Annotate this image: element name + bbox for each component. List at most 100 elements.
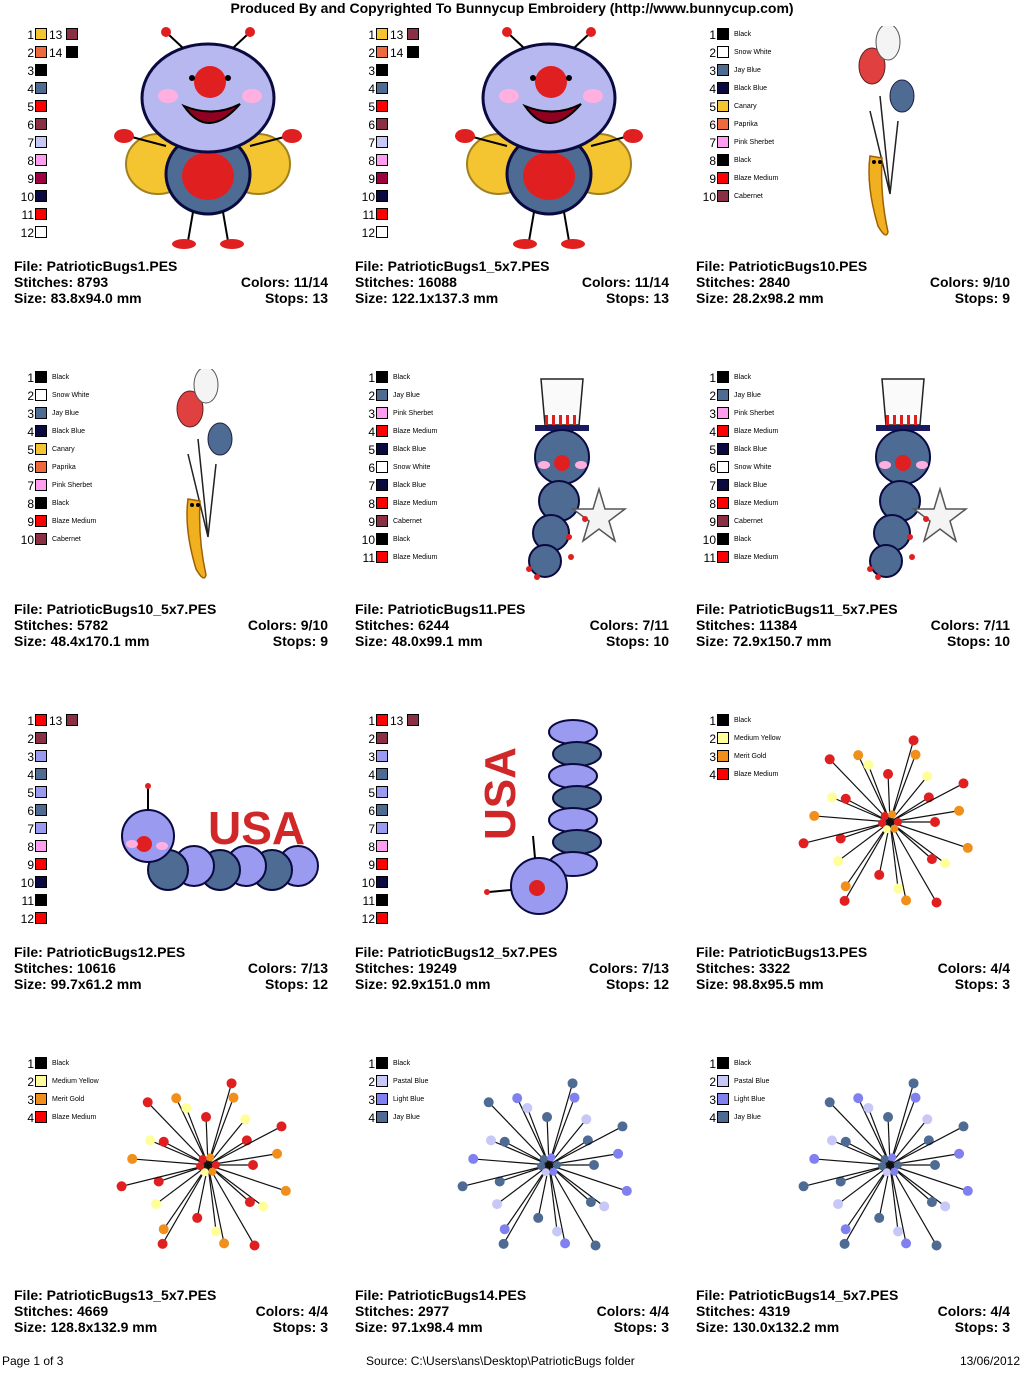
color-number: 4 bbox=[709, 1111, 716, 1125]
color-swatch bbox=[35, 894, 47, 906]
file-name: File: PatrioticBugs10.PES bbox=[696, 258, 868, 274]
color-number: 4 bbox=[27, 768, 34, 782]
stop-count: Stops: 3 bbox=[954, 976, 1010, 992]
color-swatch bbox=[376, 226, 388, 238]
color-swatch bbox=[717, 154, 729, 166]
color-swatch bbox=[376, 479, 388, 491]
color-count: Colors: 4/4 bbox=[255, 1303, 328, 1319]
color-count: Colors: 7/13 bbox=[588, 960, 669, 976]
stitch-count: Stitches: 4669 bbox=[14, 1303, 109, 1319]
info-line: Size: 122.1x137.3 mm Stops: 13 bbox=[355, 290, 669, 306]
color-swatch bbox=[376, 551, 388, 563]
file-name: File: PatrioticBugs13_5x7.PES bbox=[14, 1287, 217, 1303]
color-swatch bbox=[717, 46, 729, 58]
color-name: Jay Blue bbox=[52, 410, 79, 417]
color-swatch bbox=[717, 1111, 729, 1123]
color-swatch bbox=[376, 136, 388, 148]
stitch-count: Stitches: 4319 bbox=[696, 1303, 791, 1319]
color-swatch bbox=[376, 894, 388, 906]
info-line: Stitches: 2840 Colors: 9/10 bbox=[696, 274, 1010, 290]
stitch-count: Stitches: 8793 bbox=[14, 274, 109, 290]
color-swatch bbox=[35, 190, 47, 202]
color-number: 3 bbox=[368, 407, 375, 421]
color-name: Merit Gold bbox=[52, 1096, 85, 1103]
color-swatch bbox=[376, 497, 388, 509]
info-line: Stitches: 4669 Colors: 4/4 bbox=[14, 1303, 328, 1319]
color-number: 7 bbox=[709, 136, 716, 150]
color-name: Black bbox=[393, 374, 411, 381]
color-swatch bbox=[717, 136, 729, 148]
embroidery-preview bbox=[526, 378, 628, 580]
color-count: Colors: 7/11 bbox=[930, 617, 1010, 633]
design-info: File: PatrioticBugs11_5x7.PES Stitches: 1… bbox=[696, 601, 1010, 649]
color-name: Snow White bbox=[52, 392, 90, 399]
design-card: 1 13 2 3 4 5 6 7 8 9 10 11 12 USA File: PatrioticBugs1… bbox=[8, 706, 349, 1049]
color-number: 2 bbox=[368, 389, 375, 403]
color-swatch bbox=[35, 876, 47, 888]
color-number: 3 bbox=[27, 750, 34, 764]
color-number: 10 bbox=[361, 876, 375, 890]
color-number: 11 bbox=[703, 551, 716, 565]
color-number: 14 bbox=[49, 46, 63, 60]
color-number: 1 bbox=[27, 371, 34, 385]
color-swatch bbox=[35, 786, 47, 798]
color-number: 3 bbox=[368, 750, 375, 764]
design-info: File: PatrioticBugs14.PES Stitches: 2977 C… bbox=[355, 1287, 669, 1335]
color-swatch bbox=[717, 443, 729, 455]
color-name: Black bbox=[734, 536, 752, 543]
design-card: 1 Black 2 Snow White 3 Jay Blue 4 Black Blue 5 Ca… bbox=[8, 363, 349, 706]
color-number: 6 bbox=[27, 461, 34, 475]
color-number: 8 bbox=[27, 497, 34, 511]
color-swatch bbox=[376, 768, 388, 780]
color-count: Colors: 11/14 bbox=[581, 274, 669, 290]
color-name: Pastal Blue bbox=[393, 1078, 429, 1085]
color-number: 5 bbox=[368, 443, 375, 457]
info-line: Stitches: 8793 Colors: 11/14 bbox=[14, 274, 328, 290]
color-number: 11 bbox=[21, 894, 34, 908]
color-name: Jay Blue bbox=[393, 392, 420, 399]
color-name: Medium Yellow bbox=[734, 735, 781, 742]
design-card: 1 Black 2 Jay Blue 3 Pink Sherbet 4 Blaze Mediu… bbox=[349, 363, 690, 706]
color-swatch bbox=[35, 461, 47, 473]
design-card: 1 13 2 14 3 4 5 6 7 8 9 10 11 12 File: PatrioticBugs1_… bbox=[349, 20, 690, 363]
color-number: 13 bbox=[390, 28, 404, 42]
color-name: Blaze Medium bbox=[734, 175, 779, 182]
info-line: Stitches: 4319 Colors: 4/4 bbox=[696, 1303, 1010, 1319]
color-count: Colors: 9/10 bbox=[929, 274, 1010, 290]
design-card: 1 13 2 14 3 4 5 6 7 8 9 10 11 12 File: PatrioticBugs1.… bbox=[8, 20, 349, 363]
color-number: 7 bbox=[27, 479, 34, 493]
color-name: Black Blue bbox=[393, 446, 427, 453]
color-name: Blaze Medium bbox=[734, 428, 779, 435]
file-name: File: PatrioticBugs14.PES bbox=[355, 1287, 527, 1303]
embroidery-preview bbox=[116, 1078, 291, 1251]
color-name: Black Blue bbox=[393, 482, 427, 489]
color-swatch bbox=[717, 389, 729, 401]
info-line: File: PatrioticBugs12_5x7.PES bbox=[355, 944, 669, 960]
color-swatch bbox=[35, 1093, 47, 1105]
source-path: Source: C:\Users\ans\Desktop\PatrioticBu… bbox=[366, 1354, 635, 1368]
color-swatch bbox=[717, 407, 729, 419]
color-number: 1 bbox=[368, 28, 375, 42]
info-line: File: PatrioticBugs10_5x7.PES bbox=[14, 601, 328, 617]
color-swatch bbox=[717, 172, 729, 184]
color-swatch bbox=[407, 28, 419, 40]
color-number: 5 bbox=[27, 443, 34, 457]
color-number: 1 bbox=[27, 1057, 34, 1071]
color-name: Canary bbox=[734, 103, 757, 110]
info-line: File: PatrioticBugs14_5x7.PES bbox=[696, 1287, 1010, 1303]
color-name: Blaze Medium bbox=[393, 428, 438, 435]
color-name: Black Blue bbox=[734, 85, 768, 92]
color-swatch bbox=[376, 389, 388, 401]
color-swatch bbox=[376, 858, 388, 870]
color-number: 2 bbox=[709, 389, 716, 403]
color-number: 1 bbox=[368, 714, 375, 728]
embroidery-preview bbox=[867, 378, 969, 580]
design-grid: 1 13 2 14 3 4 5 6 7 8 9 10 11 12 File: PatrioticBugs1.… bbox=[0, 20, 1024, 1345]
color-number: 6 bbox=[368, 461, 375, 475]
color-swatch bbox=[376, 407, 388, 419]
color-count: Colors: 4/4 bbox=[596, 1303, 669, 1319]
color-swatch bbox=[376, 1075, 388, 1087]
color-name: Snow White bbox=[734, 464, 772, 471]
color-number: 9 bbox=[27, 515, 34, 529]
color-name: Pink Sherbet bbox=[393, 410, 434, 417]
